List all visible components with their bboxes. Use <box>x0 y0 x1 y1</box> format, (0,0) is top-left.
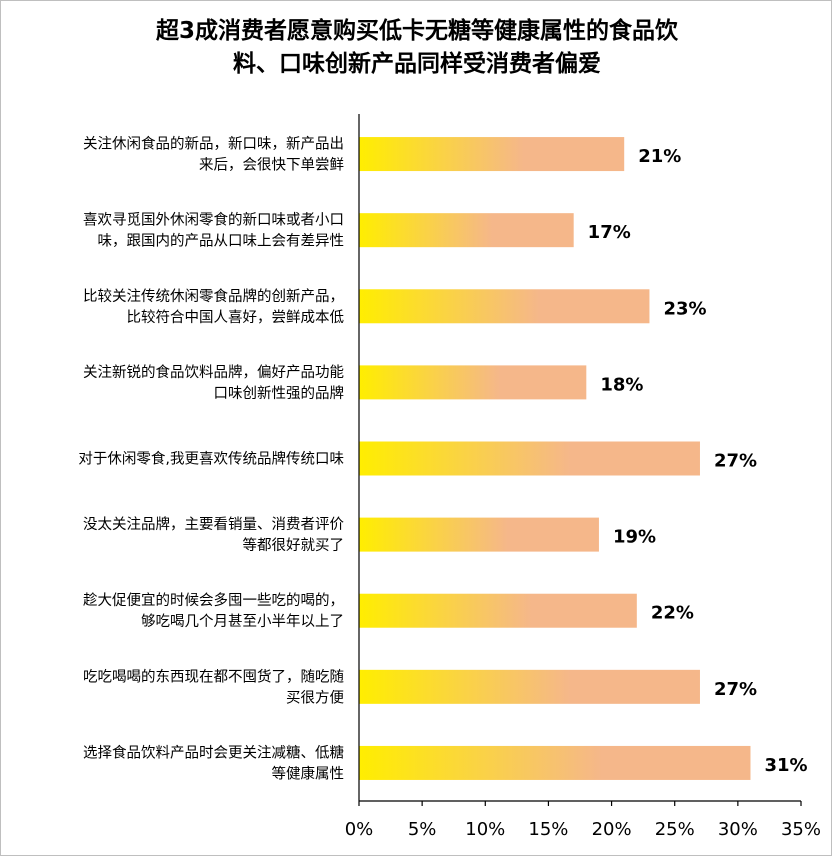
bar-1 <box>359 137 625 172</box>
chart-title: 超3成消费者愿意购买低卡无糖等健康属性的食品饮 料、口味创新产品同样受消费者偏爱 <box>1 15 832 81</box>
category-label-5-line-1: 对于休闲零食,我更喜欢传统品牌传统口味 <box>78 451 344 468</box>
category-label-4: 关注新锐的食品饮料品牌，偏好产品功能口味创新性强的品牌 <box>83 364 344 402</box>
category-label-7-line-1: 趁大促便宜的时候会多囤一些吃的喝的， <box>83 592 344 609</box>
category-label-7: 趁大促便宜的时候会多囤一些吃的喝的， 够吃喝几个月甚至小半年以上了 <box>83 592 344 630</box>
category-label-5: 对于休闲零食,我更喜欢传统品牌传统口味 <box>78 451 344 468</box>
category-label-6: 没太关注品牌，主要看销量、消费者评价等都很好就买了 <box>83 516 344 554</box>
category-label-4-line-2: 口味创新性强的品牌 <box>214 385 345 402</box>
bar-value-label-7: 22% <box>651 603 694 624</box>
bar-value-label-9: 31% <box>764 755 807 776</box>
bar-value-label-3: 23% <box>663 298 706 319</box>
category-label-6-line-1: 没太关注品牌，主要看销量、消费者评价 <box>83 516 344 533</box>
bars-group <box>359 137 751 780</box>
bar-5 <box>359 441 700 476</box>
bar-value-label-5: 27% <box>714 451 757 472</box>
category-label-6-line-2: 等都很好就买了 <box>243 536 345 554</box>
category-label-3-line-2: 比较符合中国人喜好，尝鲜成本低 <box>127 308 345 326</box>
x-tick-label-6: 25% <box>655 819 695 840</box>
x-tick-label-7: 30% <box>718 819 758 840</box>
x-tick-label-2: 5% <box>408 819 437 840</box>
category-label-8-line-1: 吃吃喝喝的东西现在都不囤货了，随吃随 <box>83 668 344 685</box>
bar-value-label-1: 21% <box>638 146 681 167</box>
bar-value-label-6: 19% <box>613 527 656 548</box>
x-tick-label-4: 15% <box>528 819 568 840</box>
x-tick-label-1: 0% <box>345 819 374 840</box>
x-tick-label-8: 35% <box>781 819 821 840</box>
category-label-7-line-2: 够吃喝几个月甚至小半年以上了 <box>141 613 344 630</box>
x-axis: 0% 5% 10% 15% 20% 25% 30% 35% <box>345 114 821 840</box>
category-labels-group: 21% 关注休闲食品的新品，新口味，新产品出来后，会很快下单尝鲜 17% 喜欢寻觅国外… <box>78 136 807 783</box>
category-label-3-line-1: 比较关注传统休闲零食品牌的创新产品， <box>83 287 344 305</box>
category-label-1-line-2: 来后，会很快下单尝鲜 <box>199 157 344 174</box>
bar-value-label-8: 27% <box>714 679 757 700</box>
bar-7 <box>359 593 637 628</box>
category-label-8-line-2: 买很方便 <box>286 689 344 706</box>
category-label-2-line-2: 味，跟国内的产品从口味上会有差异性 <box>98 233 345 250</box>
bar-9 <box>359 745 751 780</box>
category-label-2-line-1: 喜欢寻觅国外休闲零食的新口味或者小口 <box>83 212 344 229</box>
x-tick-label-3: 10% <box>465 819 505 840</box>
bar-3 <box>359 289 650 324</box>
bar-2 <box>359 213 574 248</box>
bar-value-label-2: 17% <box>588 222 631 243</box>
chart-title-line-1: 超3成消费者愿意购买低卡无糖等健康属性的食品饮 <box>155 18 678 44</box>
category-label-4-line-1: 关注新锐的食品饮料品牌，偏好产品功能 <box>83 364 344 381</box>
category-label-9-line-2: 等健康属性 <box>272 764 345 782</box>
category-label-9: 选择食品饮料产品时会更关注减糖、低糖等健康属性 <box>83 744 344 782</box>
bar-4 <box>359 365 587 400</box>
category-label-3: 比较关注传统休闲零食品牌的创新产品， 比较符合中国人喜好，尝鲜成本低 <box>83 287 344 326</box>
category-label-2: 喜欢寻觅国外休闲零食的新口味或者小口味，跟国内的产品从口味上会有差异性 <box>83 212 344 250</box>
x-tick-label-5: 20% <box>592 819 632 840</box>
category-label-9-line-1: 选择食品饮料产品时会更关注减糖、低糖 <box>83 744 344 761</box>
category-label-1-line-1: 关注休闲食品的新品，新口味，新产品出 <box>83 136 344 153</box>
bar-8 <box>359 669 700 704</box>
category-label-8: 吃吃喝喝的东西现在都不囤货了，随吃随买很方便 <box>83 668 344 706</box>
chart-title-line-2: 料、口味创新产品同样受消费者偏爱 <box>233 51 601 77</box>
category-label-1: 关注休闲食品的新品，新口味，新产品出来后，会很快下单尝鲜 <box>83 136 344 174</box>
bar-6 <box>359 517 599 552</box>
bar-value-label-4: 18% <box>600 374 643 395</box>
